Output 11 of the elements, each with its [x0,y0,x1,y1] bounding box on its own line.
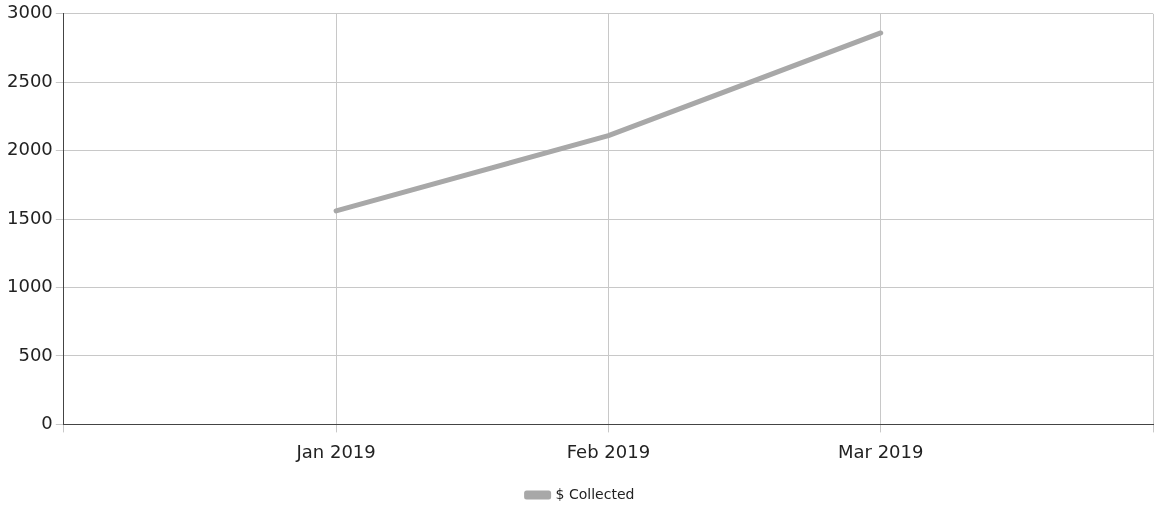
y-tick-label: 2000 [7,138,53,160]
y-tick-label: 1500 [7,206,53,228]
y-tick-label: 500 [18,343,53,365]
x-tick-label: Jan 2019 [295,440,376,462]
y-tick-label: 0 [41,412,53,434]
y-tick-label: 2500 [7,69,53,91]
y-tick-label: 3000 [7,1,53,23]
x-tick-label: Mar 2019 [837,440,924,462]
x-tick-label: Feb 2019 [566,440,651,462]
legend-label: $ Collected [555,485,635,502]
y-tick-label: 1000 [7,275,53,297]
